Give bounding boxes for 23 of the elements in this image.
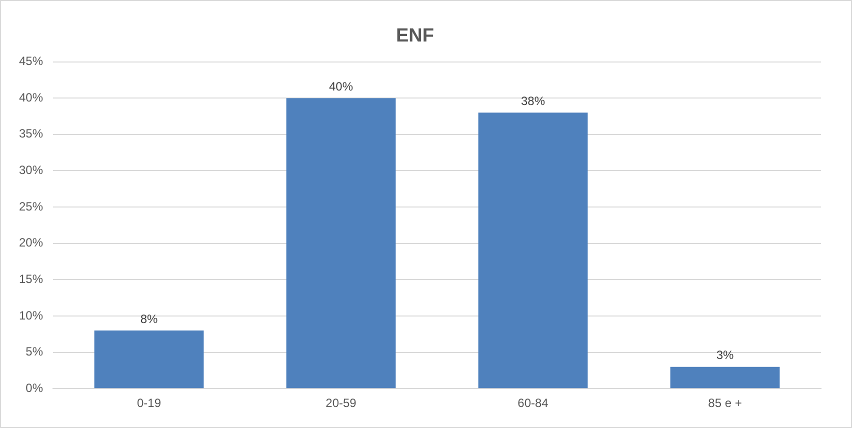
bar — [478, 112, 588, 388]
data-label: 3% — [716, 348, 734, 362]
bar — [286, 98, 396, 388]
bar — [670, 366, 780, 388]
y-tick-label: 0% — [26, 380, 44, 395]
y-tick-label: 10% — [18, 308, 44, 322]
y-tick-label: 15% — [18, 272, 44, 286]
x-tick-label: 20-59 — [326, 396, 357, 410]
y-tick-label: 45% — [18, 54, 44, 68]
x-tick-label: 85 e + — [708, 396, 742, 410]
y-tick-label: 35% — [18, 126, 44, 141]
data-label: 8% — [140, 312, 158, 326]
data-label: 38% — [520, 94, 546, 108]
y-tick-label: 40% — [18, 90, 44, 104]
y-tick-label: 20% — [18, 236, 44, 250]
chart-title: ENF — [396, 26, 434, 47]
x-tick-label: 60-84 — [518, 396, 549, 410]
y-tick-label: 5% — [26, 344, 44, 359]
y-tick-label: 30% — [18, 163, 44, 178]
x-tick-label: 0-19 — [137, 396, 162, 410]
bar — [94, 330, 204, 388]
y-tick-label: 25% — [18, 199, 44, 214]
data-label: 40% — [328, 79, 354, 94]
